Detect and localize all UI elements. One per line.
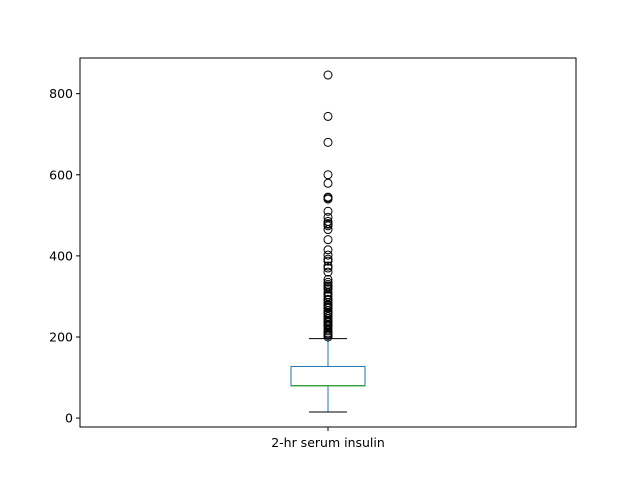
- outlier-point: [323, 267, 333, 277]
- outlier-point: [323, 170, 333, 180]
- plot-frame: [79, 57, 577, 428]
- outlier-point: [323, 245, 333, 255]
- outlier-group: [323, 70, 333, 342]
- x-axis: 2-hr serum insulin: [271, 427, 385, 450]
- y-tick-label: 200: [49, 329, 73, 344]
- y-axis: 0 200 400 600 800: [49, 86, 80, 426]
- outlier-point: [323, 332, 333, 342]
- outlier-point: [323, 263, 333, 273]
- outlier-point: [323, 235, 333, 245]
- outlier-point: [323, 250, 333, 260]
- outlier-point: [323, 194, 333, 204]
- outlier-point: [323, 137, 333, 147]
- outlier-point: [323, 206, 333, 216]
- outlier-point: [323, 284, 333, 294]
- outlier-point: [323, 274, 333, 284]
- y-tick-label: 400: [49, 248, 73, 263]
- outlier-point: [323, 303, 333, 313]
- outlier-point: [323, 225, 333, 235]
- outlier-point: [323, 256, 333, 266]
- outlier-point: [323, 221, 333, 231]
- y-tick-label: 600: [49, 167, 73, 182]
- outlier-point: [323, 70, 333, 80]
- iqr-box: [290, 365, 366, 387]
- box-group: [290, 338, 366, 413]
- outlier-point: [323, 178, 333, 188]
- x-tick-label: 2-hr serum insulin: [271, 435, 385, 450]
- outlier-point: [323, 111, 333, 121]
- outlier-point: [323, 212, 333, 222]
- y-tick-label: 0: [65, 411, 73, 426]
- y-tick-label: 800: [49, 86, 73, 101]
